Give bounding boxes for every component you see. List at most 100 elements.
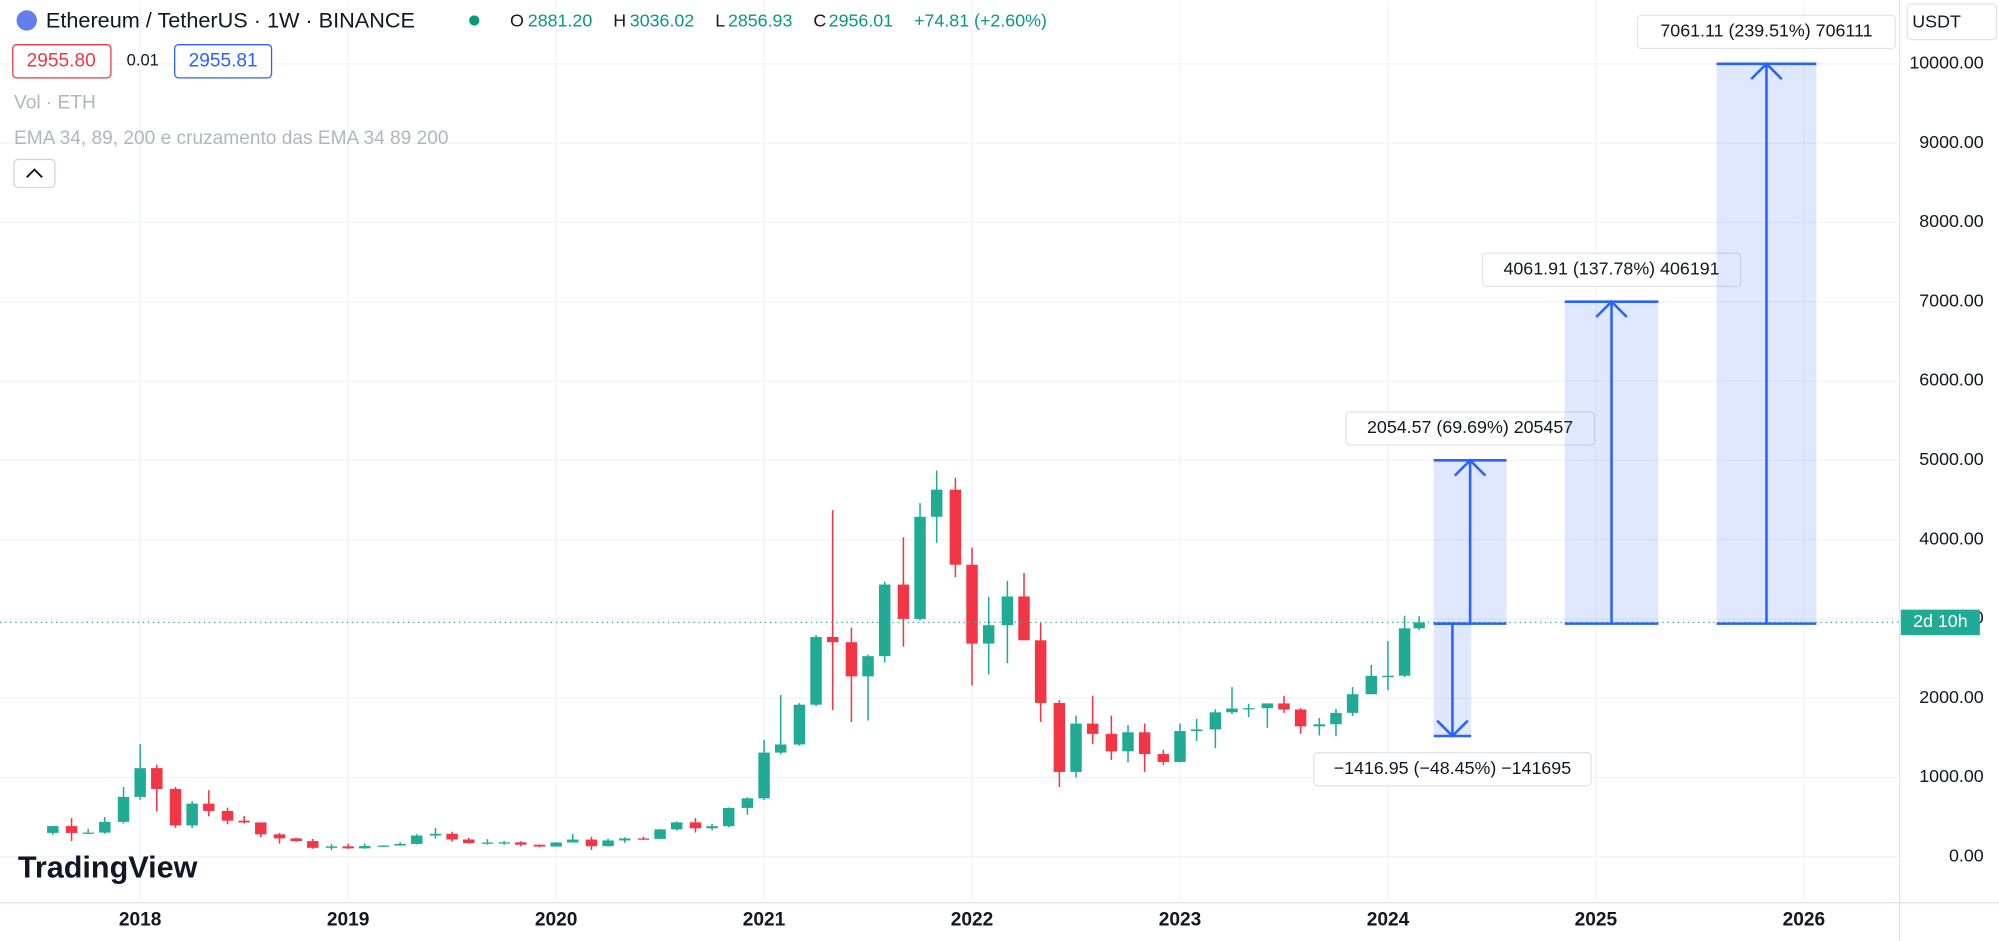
candle-body bbox=[1398, 628, 1411, 676]
candle-body bbox=[238, 820, 250, 823]
y-tick-label: 7000.00 bbox=[1919, 290, 1984, 310]
candle-body bbox=[1209, 712, 1222, 730]
candle-body bbox=[930, 489, 943, 517]
y-tick-label: 8000.00 bbox=[1919, 211, 1984, 231]
candle-body bbox=[99, 821, 111, 833]
ema-indicator[interactable]: EMA 34, 89, 200 e cruzamento das EMA 34 … bbox=[14, 128, 449, 149]
candle-body bbox=[307, 841, 319, 848]
candle-body bbox=[1157, 754, 1170, 762]
currency[interactable]: USDT bbox=[1912, 12, 1961, 32]
candle-body bbox=[463, 839, 475, 844]
y-tick-label: 2000.00 bbox=[1919, 687, 1984, 707]
y-tick-label: 10000.00 bbox=[1909, 53, 1983, 73]
brand: TradingView bbox=[18, 851, 198, 885]
y-tick-label: 4000.00 bbox=[1919, 528, 1984, 548]
candle-body bbox=[862, 656, 874, 677]
candle-body bbox=[914, 516, 926, 619]
candle-body bbox=[689, 822, 702, 829]
measure-arrowhead bbox=[1595, 299, 1628, 318]
spread: 0.01 bbox=[127, 51, 159, 70]
candle-body bbox=[1190, 729, 1203, 732]
candle-body bbox=[654, 829, 666, 839]
countdown: 2d 10h bbox=[1913, 611, 1968, 631]
l-label: L bbox=[715, 10, 725, 30]
change: +74.81 (+2.60%) bbox=[914, 10, 1047, 30]
l-value: 2856.93 bbox=[728, 10, 793, 30]
candle-body bbox=[1413, 622, 1425, 629]
x-tick-label: 2022 bbox=[951, 910, 994, 931]
candle-body bbox=[878, 584, 891, 657]
candle-body bbox=[1034, 640, 1047, 703]
candle-body bbox=[774, 744, 787, 753]
c-label: C bbox=[813, 10, 826, 30]
y-tick-label: 0.00 bbox=[1949, 845, 1984, 865]
candle-body bbox=[741, 798, 754, 808]
measure-label: 2054.57 (69.69%) 205457 bbox=[1367, 417, 1573, 437]
measure-label-bg bbox=[1481, 252, 1742, 288]
candle-body bbox=[325, 846, 338, 848]
x-tick-label: 2026 bbox=[1783, 910, 1826, 931]
volume-indicator[interactable]: Vol · ETH bbox=[14, 92, 96, 113]
candle-body bbox=[203, 803, 215, 811]
candle-body bbox=[637, 838, 650, 840]
candle-body bbox=[1242, 708, 1255, 710]
candle-body bbox=[221, 810, 234, 821]
c-value: 2956.01 bbox=[829, 10, 894, 30]
collapse-icon bbox=[26, 168, 43, 178]
candle-body bbox=[897, 584, 910, 619]
candle-body bbox=[1122, 732, 1134, 752]
candle-body bbox=[758, 752, 770, 799]
measure-label-bg bbox=[1345, 411, 1595, 446]
x-tick-label: 2020 bbox=[535, 910, 578, 931]
candle-body bbox=[1018, 596, 1030, 641]
candle-body bbox=[273, 834, 286, 839]
candle-body bbox=[151, 768, 163, 789]
candle-body bbox=[1261, 703, 1274, 709]
plot: −1416.95 (−48.45%) −141695 2054.57 (69.69… bbox=[0, 0, 1900, 903]
status-dot bbox=[469, 15, 480, 26]
buy-button[interactable] bbox=[174, 44, 273, 79]
measure-label: −1416.95 (−48.45%) −141695 bbox=[1334, 758, 1572, 778]
candle-body bbox=[1053, 702, 1066, 772]
candle-body bbox=[982, 625, 995, 644]
candle-body bbox=[618, 838, 631, 841]
candle-body bbox=[169, 788, 182, 826]
candle-body bbox=[255, 822, 267, 835]
candle-body bbox=[826, 636, 839, 643]
candle-body bbox=[498, 842, 510, 844]
collapse-button[interactable] bbox=[13, 158, 56, 189]
o-value: 2881.20 bbox=[528, 10, 593, 30]
candle-body bbox=[411, 835, 423, 844]
measure-label: 4061.91 (137.78%) 406191 bbox=[1503, 259, 1719, 279]
candle-body bbox=[377, 845, 390, 847]
candle-body bbox=[1346, 694, 1359, 713]
candle-body bbox=[1138, 732, 1151, 755]
candle-body bbox=[290, 838, 302, 842]
sell-button[interactable] bbox=[12, 44, 112, 79]
candle-body bbox=[949, 489, 962, 565]
candle-body bbox=[134, 768, 146, 797]
measure-label-bg bbox=[1636, 14, 1897, 50]
candle-body bbox=[550, 842, 562, 847]
candle-body bbox=[602, 840, 614, 847]
buy-price[interactable]: 2955.81 bbox=[189, 50, 258, 71]
h-value: 3036.02 bbox=[630, 10, 695, 30]
measure-arrowhead bbox=[1750, 62, 1783, 81]
price-label-bg bbox=[1900, 609, 1980, 636]
measure-label-bg bbox=[1313, 751, 1592, 787]
currency-button[interactable] bbox=[1906, 3, 1998, 41]
candle-body bbox=[394, 843, 406, 846]
candle-body bbox=[1174, 731, 1186, 762]
candle-body bbox=[1001, 596, 1014, 626]
measure-arrowhead bbox=[1436, 719, 1469, 738]
y-tick-label: 6000.00 bbox=[1919, 370, 1984, 390]
y-tick-label: 1000.00 bbox=[1919, 766, 1984, 786]
x-tick-label: 2019 bbox=[327, 910, 370, 931]
candle-body bbox=[706, 826, 718, 829]
candle-body bbox=[1105, 733, 1118, 752]
measure-label: 7061.11 (239.51%) 706111 bbox=[1660, 21, 1872, 41]
sell-price[interactable]: 2955.80 bbox=[27, 50, 96, 71]
candle-body bbox=[481, 842, 494, 844]
